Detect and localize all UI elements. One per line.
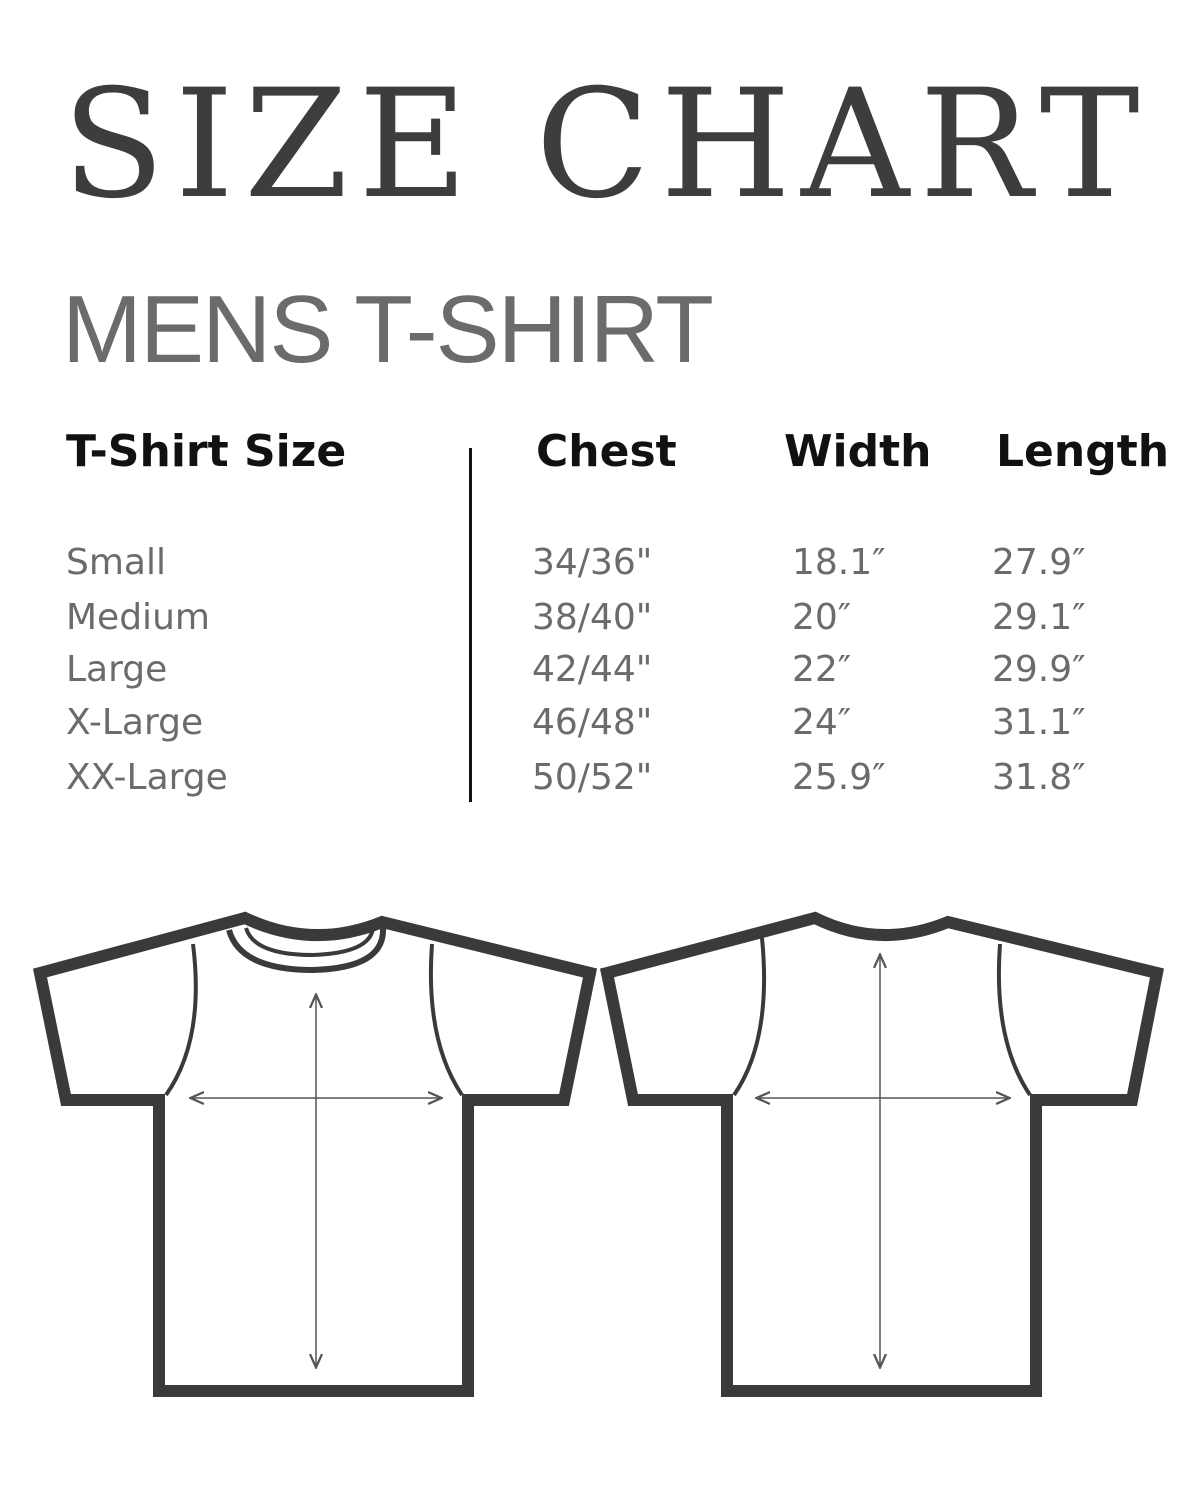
header-chest: Chest (536, 426, 677, 477)
cell-width: 22″ (792, 649, 852, 690)
cell-length: 31.8″ (992, 757, 1086, 798)
cell-chest: 46/48" (532, 702, 653, 743)
header-size: T-Shirt Size (66, 426, 347, 477)
cell-size: Small (66, 542, 166, 583)
cell-width: 20″ (792, 597, 852, 638)
header-width: Width (784, 426, 932, 477)
cell-size: Large (66, 649, 168, 690)
cell-chest: 50/52" (532, 757, 653, 798)
cell-chest: 34/36" (532, 542, 653, 583)
column-divider (469, 448, 472, 802)
page-title: SIZE CHART (62, 58, 1150, 232)
cell-width: 25.9″ (792, 757, 886, 798)
cell-width: 18.1″ (792, 542, 886, 583)
cell-length: 29.1″ (992, 597, 1086, 638)
cell-width: 24″ (792, 702, 852, 743)
page-subtitle: MENS T-SHIRT (62, 276, 714, 383)
cell-length: 27.9″ (992, 542, 1086, 583)
tshirt-back-icon (599, 911, 1164, 1397)
cell-size: Medium (66, 597, 210, 638)
tshirt-front-icon (32, 911, 598, 1397)
cell-size: XX-Large (66, 757, 228, 798)
cell-length: 31.1″ (992, 702, 1086, 743)
cell-chest: 42/44" (532, 649, 653, 690)
cell-chest: 38/40" (532, 597, 653, 638)
cell-size: X-Large (66, 702, 204, 743)
cell-length: 29.9″ (992, 649, 1086, 690)
header-length: Length (996, 426, 1170, 477)
